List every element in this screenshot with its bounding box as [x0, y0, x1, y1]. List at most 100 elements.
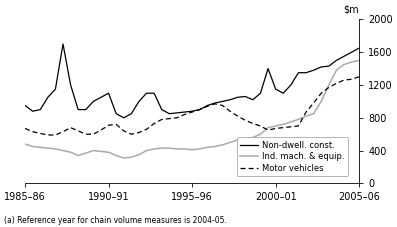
Ind. mach. & equip. — [228, 141, 233, 144]
Non-dwell. const. — [167, 112, 172, 115]
Ind. mach. & equip. — [144, 149, 149, 152]
Motor vehicles — [235, 115, 240, 118]
Ind. mach. & equip. — [182, 148, 187, 150]
Non-dwell. const. — [91, 100, 96, 103]
Ind. mach. & equip. — [167, 147, 172, 150]
Ind. mach. & equip. — [197, 148, 202, 150]
Motor vehicles — [129, 133, 134, 136]
Non-dwell. const. — [23, 104, 27, 107]
Non-dwell. const. — [129, 112, 134, 115]
Non-dwell. const. — [197, 108, 202, 111]
Ind. mach. & equip. — [68, 151, 73, 154]
Non-dwell. const. — [258, 92, 263, 95]
Ind. mach. & equip. — [91, 149, 96, 152]
Motor vehicles — [296, 125, 301, 127]
Motor vehicles — [266, 129, 270, 131]
Motor vehicles — [326, 86, 331, 89]
Non-dwell. const. — [334, 59, 339, 62]
Motor vehicles — [205, 105, 210, 108]
Non-dwell. const. — [220, 100, 225, 103]
Non-dwell. const. — [30, 110, 35, 113]
Ind. mach. & equip. — [190, 148, 195, 151]
Motor vehicles — [190, 111, 195, 114]
Motor vehicles — [76, 130, 81, 132]
Non-dwell. const. — [159, 108, 164, 111]
Motor vehicles — [53, 134, 58, 136]
Non-dwell. const. — [205, 104, 210, 107]
Ind. mach. & equip. — [114, 154, 119, 157]
Motor vehicles — [289, 126, 293, 128]
Motor vehicles — [243, 119, 248, 122]
Non-dwell. const. — [137, 100, 141, 103]
Non-dwell. const. — [83, 108, 88, 111]
Motor vehicles — [137, 131, 141, 134]
Ind. mach. & equip. — [266, 126, 270, 129]
Non-dwell. const. — [190, 110, 195, 113]
Non-dwell. const. — [228, 98, 233, 101]
Motor vehicles — [304, 111, 308, 114]
Non-dwell. const. — [61, 43, 66, 45]
Ind. mach. & equip. — [76, 154, 81, 157]
Ind. mach. & equip. — [235, 138, 240, 141]
Motor vehicles — [311, 102, 316, 104]
Non-dwell. const. — [266, 67, 270, 70]
Ind. mach. & equip. — [98, 150, 103, 153]
Non-dwell. const. — [251, 98, 255, 101]
Ind. mach. & equip. — [159, 147, 164, 150]
Non-dwell. const. — [98, 96, 103, 99]
Motor vehicles — [334, 82, 339, 85]
Non-dwell. const. — [121, 116, 126, 119]
Ind. mach. & equip. — [23, 143, 27, 145]
Motor vehicles — [228, 110, 233, 113]
Ind. mach. & equip. — [349, 61, 354, 63]
Ind. mach. & equip. — [296, 118, 301, 121]
Motor vehicles — [98, 129, 103, 131]
Ind. mach. & equip. — [38, 146, 42, 149]
Ind. mach. & equip. — [304, 115, 308, 118]
Motor vehicles — [182, 113, 187, 116]
Ind. mach. & equip. — [243, 137, 248, 140]
Ind. mach. & equip. — [61, 149, 66, 152]
Motor vehicles — [23, 127, 27, 130]
Ind. mach. & equip. — [289, 121, 293, 123]
Motor vehicles — [152, 122, 156, 125]
Text: $m: $m — [343, 5, 359, 15]
Motor vehicles — [91, 133, 96, 136]
Motor vehicles — [38, 132, 42, 135]
Ind. mach. & equip. — [341, 63, 346, 66]
Line: Motor vehicles: Motor vehicles — [25, 77, 359, 135]
Ind. mach. & equip. — [30, 145, 35, 148]
Motor vehicles — [212, 102, 217, 105]
Non-dwell. const. — [326, 65, 331, 67]
Motor vehicles — [144, 128, 149, 131]
Line: Non-dwell. const.: Non-dwell. const. — [25, 44, 359, 118]
Motor vehicles — [349, 78, 354, 81]
Motor vehicles — [251, 122, 255, 125]
Motor vehicles — [175, 116, 179, 119]
Ind. mach. & equip. — [53, 148, 58, 150]
Non-dwell. const. — [273, 88, 278, 90]
Non-dwell. const. — [76, 108, 81, 111]
Motor vehicles — [68, 126, 73, 129]
Non-dwell. const. — [349, 51, 354, 54]
Non-dwell. const. — [114, 112, 119, 115]
Non-dwell. const. — [45, 96, 50, 99]
Motor vehicles — [167, 117, 172, 120]
Non-dwell. const. — [182, 111, 187, 114]
Ind. mach. & equip. — [319, 100, 324, 103]
Motor vehicles — [106, 124, 111, 126]
Motor vehicles — [159, 118, 164, 121]
Non-dwell. const. — [311, 69, 316, 72]
Ind. mach. & equip. — [129, 156, 134, 158]
Ind. mach. & equip. — [175, 148, 179, 150]
Ind. mach. & equip. — [137, 153, 141, 156]
Non-dwell. const. — [68, 84, 73, 86]
Motor vehicles — [357, 75, 362, 78]
Ind. mach. & equip. — [326, 84, 331, 86]
Ind. mach. & equip. — [152, 148, 156, 150]
Motor vehicles — [281, 126, 285, 129]
Non-dwell. const. — [144, 92, 149, 95]
Motor vehicles — [220, 104, 225, 107]
Ind. mach. & equip. — [205, 146, 210, 149]
Ind. mach. & equip. — [121, 157, 126, 159]
